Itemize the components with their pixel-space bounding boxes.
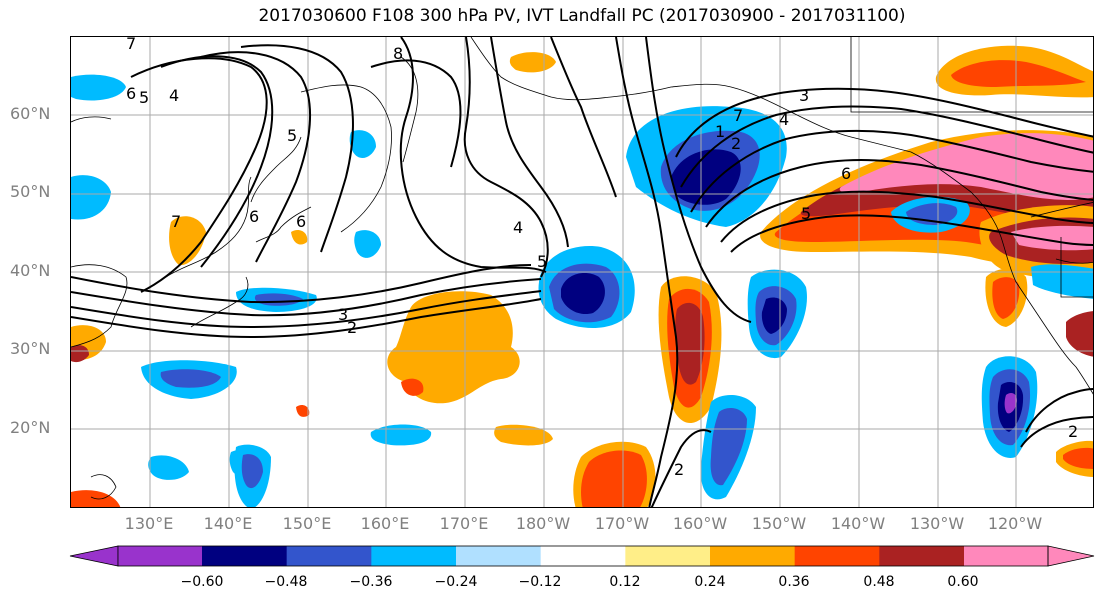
lat-label-20n: 20°N [10, 418, 51, 437]
lon-label-130e: 130°E [124, 514, 174, 533]
contour-label: 5 [287, 126, 297, 145]
colorbar [69, 545, 1095, 567]
colorbar-segment [456, 546, 542, 566]
contour-label: 5 [139, 88, 149, 107]
plot-title: 2017030600 F108 300 hPa PV, IVT Landfall… [258, 6, 906, 26]
contour-label: 1 [715, 122, 725, 141]
colorbar-tick: −0.48 [264, 574, 308, 590]
contour-label: 7 [733, 106, 743, 125]
colorbar-segment [625, 546, 711, 566]
lat-label-50n: 50°N [10, 182, 51, 201]
colorbar-extend-max [1047, 545, 1095, 567]
colorbar-tick: 0.36 [778, 574, 810, 590]
colorbar-tick: 0.24 [694, 574, 726, 590]
contour-label: 5 [537, 252, 547, 271]
contour-label: 2 [674, 460, 684, 479]
lon-label-170w: 170°W [594, 514, 650, 533]
contour-label: 3 [799, 86, 809, 105]
contour-label-layer: 76548567645327123465522 [126, 37, 1078, 479]
lon-label-150w: 150°W [751, 514, 807, 533]
map-canvas: 76548567645327123465522 [71, 37, 1093, 507]
lon-label-160w: 160°W [672, 514, 728, 533]
lon-label-140e: 140°E [203, 514, 253, 533]
map-panel: 76548567645327123465522 [70, 36, 1094, 508]
colorbar-extend-min [69, 545, 119, 567]
colorbar-segment [794, 546, 880, 566]
colorbar-segment [371, 546, 457, 566]
lon-label-120w: 120°W [987, 514, 1043, 533]
contour-label: 7 [171, 212, 181, 231]
contour-label: 7 [126, 37, 136, 53]
lon-label-140w: 140°W [830, 514, 886, 533]
contour-label: 4 [513, 218, 523, 237]
colorbar-tick: −0.60 [180, 574, 224, 590]
colorbar-tick: −0.12 [518, 574, 562, 590]
lon-label-130w: 130°W [909, 514, 965, 533]
contour-label: 4 [779, 110, 789, 129]
colorbar-segment [286, 546, 372, 566]
colorbar-outline [117, 545, 1049, 567]
contour-label: 8 [393, 44, 403, 63]
colorbar-tick: −0.24 [434, 574, 478, 590]
lon-label-170e: 170°E [439, 514, 489, 533]
contour-label: 6 [296, 212, 306, 231]
pv-contours [71, 37, 1093, 507]
colorbar-segment [202, 546, 288, 566]
contour-label: 3 [338, 305, 348, 324]
colorbar-segment [879, 546, 965, 566]
lon-label-180w: 180°W [515, 514, 571, 533]
colorbar-segment [118, 546, 202, 566]
contour-label: 4 [169, 86, 179, 105]
lat-label-60n: 60°N [10, 104, 51, 123]
colorbar-segment [540, 546, 626, 566]
contour-label: 2 [1068, 422, 1078, 441]
lat-label-40n: 40°N [10, 261, 51, 280]
contour-label: 2 [731, 134, 741, 153]
contour-label: 6 [126, 84, 136, 103]
contour-label: 5 [801, 204, 811, 223]
contour-label: 6 [841, 164, 851, 183]
colorbar-tick: 0.60 [947, 574, 979, 590]
graticule [71, 37, 1093, 507]
colorbar-tick: −0.36 [349, 574, 393, 590]
colorbar-segment [710, 546, 796, 566]
colorbar-segment [964, 546, 1048, 566]
coastlines [71, 37, 1093, 500]
contour-label: 6 [249, 207, 259, 226]
colorbar-tick: 0.48 [863, 574, 895, 590]
contour-label: 2 [347, 318, 357, 337]
lat-label-30n: 30°N [10, 339, 51, 358]
lon-label-150e: 150°E [282, 514, 332, 533]
lon-label-160e: 160°E [360, 514, 410, 533]
colorbar-tick: 0.12 [609, 574, 641, 590]
